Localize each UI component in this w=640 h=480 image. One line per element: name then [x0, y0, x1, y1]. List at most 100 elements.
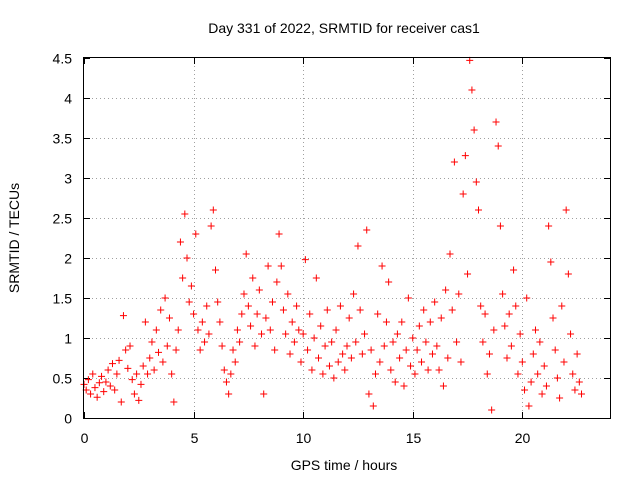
data-point — [279, 306, 287, 314]
data-point — [249, 274, 257, 282]
y-tick-label: 4.5 — [53, 51, 73, 67]
data-point — [137, 380, 145, 388]
data-point — [253, 310, 261, 318]
data-point — [104, 366, 112, 374]
data-point — [409, 334, 417, 342]
data-point — [385, 278, 393, 286]
data-point — [317, 322, 325, 330]
data-point — [442, 286, 450, 294]
data-point — [310, 334, 318, 342]
data-point — [323, 306, 331, 314]
data-point — [157, 306, 165, 314]
data-point — [343, 342, 351, 350]
data-point — [422, 338, 430, 346]
data-point — [93, 393, 101, 401]
data-point — [567, 330, 575, 338]
data-point — [238, 310, 246, 318]
data-point — [518, 358, 526, 366]
data-point — [328, 338, 336, 346]
data-point — [450, 158, 458, 166]
data-point — [325, 362, 333, 370]
x-tick-label: 0 — [81, 430, 89, 446]
y-tick-labels: 0 0.5 1 1.5 2 2.5 3 3.5 4 4.5 — [53, 51, 73, 427]
data-point — [424, 366, 432, 374]
data-point — [236, 338, 244, 346]
data-point — [407, 362, 415, 370]
data-point — [251, 342, 259, 350]
data-point — [203, 302, 211, 310]
data-point — [444, 354, 452, 362]
data-point — [446, 250, 454, 258]
data-point — [501, 322, 509, 330]
data-point — [84, 376, 92, 384]
data-point — [336, 302, 344, 310]
data-point — [306, 310, 314, 318]
data-point — [371, 370, 379, 378]
data-point — [144, 370, 152, 378]
data-point — [304, 346, 312, 354]
data-point — [98, 372, 106, 380]
data-point — [512, 302, 520, 310]
data-point — [174, 326, 182, 334]
data-point — [420, 306, 428, 314]
data-point — [115, 356, 123, 364]
data-point — [523, 294, 531, 302]
data-point — [299, 330, 307, 338]
data-point — [527, 378, 535, 386]
data-point — [282, 330, 290, 338]
data-point — [358, 350, 366, 358]
data-point — [295, 326, 303, 334]
data-point — [477, 302, 485, 310]
data-point — [247, 322, 255, 330]
data-point — [339, 350, 347, 358]
data-point — [284, 290, 292, 298]
data-point — [155, 348, 163, 356]
data-point — [361, 330, 369, 338]
data-point — [87, 390, 95, 398]
data-point — [172, 346, 180, 354]
data-point — [268, 298, 276, 306]
data-point — [122, 346, 130, 354]
data-point — [273, 278, 281, 286]
data-point — [275, 230, 283, 238]
data-point — [133, 370, 141, 378]
data-point — [505, 310, 513, 318]
data-point — [525, 402, 533, 410]
data-point — [187, 282, 195, 290]
data-point — [418, 358, 426, 366]
data-point — [542, 382, 550, 390]
data-point — [398, 318, 406, 326]
data-point — [415, 322, 423, 330]
y-tick-label: 0.5 — [53, 371, 73, 387]
y-tick-label: 2.5 — [53, 211, 73, 227]
data-point — [350, 290, 358, 298]
data-point — [288, 318, 296, 326]
data-point — [560, 358, 568, 366]
data-point — [369, 402, 377, 410]
data-point — [510, 266, 518, 274]
data-point — [457, 358, 465, 366]
data-point — [297, 358, 305, 366]
y-tick-label: 3 — [64, 171, 72, 187]
data-point — [130, 390, 138, 398]
data-point — [564, 270, 572, 278]
data-point — [91, 384, 99, 392]
data-point — [558, 302, 566, 310]
data-point — [492, 118, 500, 126]
data-point — [233, 326, 241, 334]
data-point — [240, 290, 248, 298]
data-point — [212, 266, 219, 274]
data-point — [260, 390, 268, 398]
data-point — [459, 190, 467, 198]
data-point — [330, 374, 338, 382]
data-point — [124, 364, 132, 372]
data-point — [553, 374, 561, 382]
data-point — [119, 312, 127, 320]
data-point — [345, 314, 353, 322]
data-point — [521, 386, 529, 394]
data-point — [382, 318, 390, 326]
data-point — [141, 318, 149, 326]
data-point — [439, 382, 447, 390]
data-point — [514, 370, 522, 378]
data-point — [148, 338, 156, 346]
